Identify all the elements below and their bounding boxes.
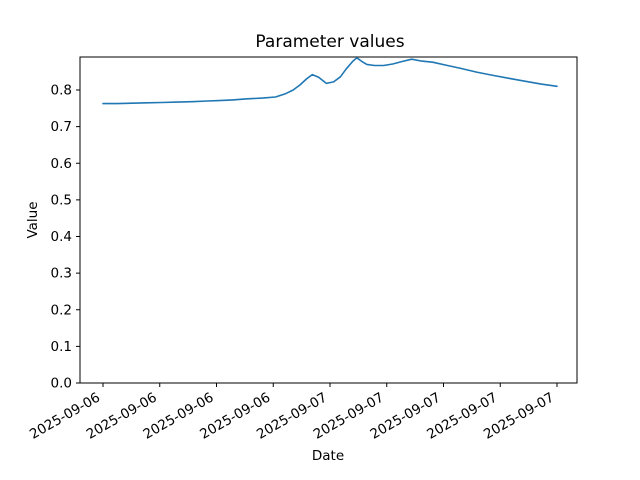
y-tick-label: 0.2 — [51, 302, 72, 318]
plot-border — [79, 56, 578, 384]
y-tick-label: 0.3 — [51, 266, 72, 282]
y-axis-label: Value — [25, 201, 41, 238]
x-axis-label: Date — [312, 448, 344, 464]
chart-title: Parameter values — [255, 32, 404, 52]
y-tick-label: 0.6 — [51, 156, 72, 172]
y-tick-label: 0.8 — [51, 83, 72, 99]
y-tick-label: 0.1 — [51, 339, 72, 355]
y-tick-label: 0.7 — [51, 119, 72, 135]
data-line — [102, 56, 558, 105]
y-tick-label: 0.0 — [51, 376, 72, 392]
y-tick-label: 0.5 — [51, 192, 72, 208]
y-tick-label: 0.4 — [51, 229, 72, 245]
